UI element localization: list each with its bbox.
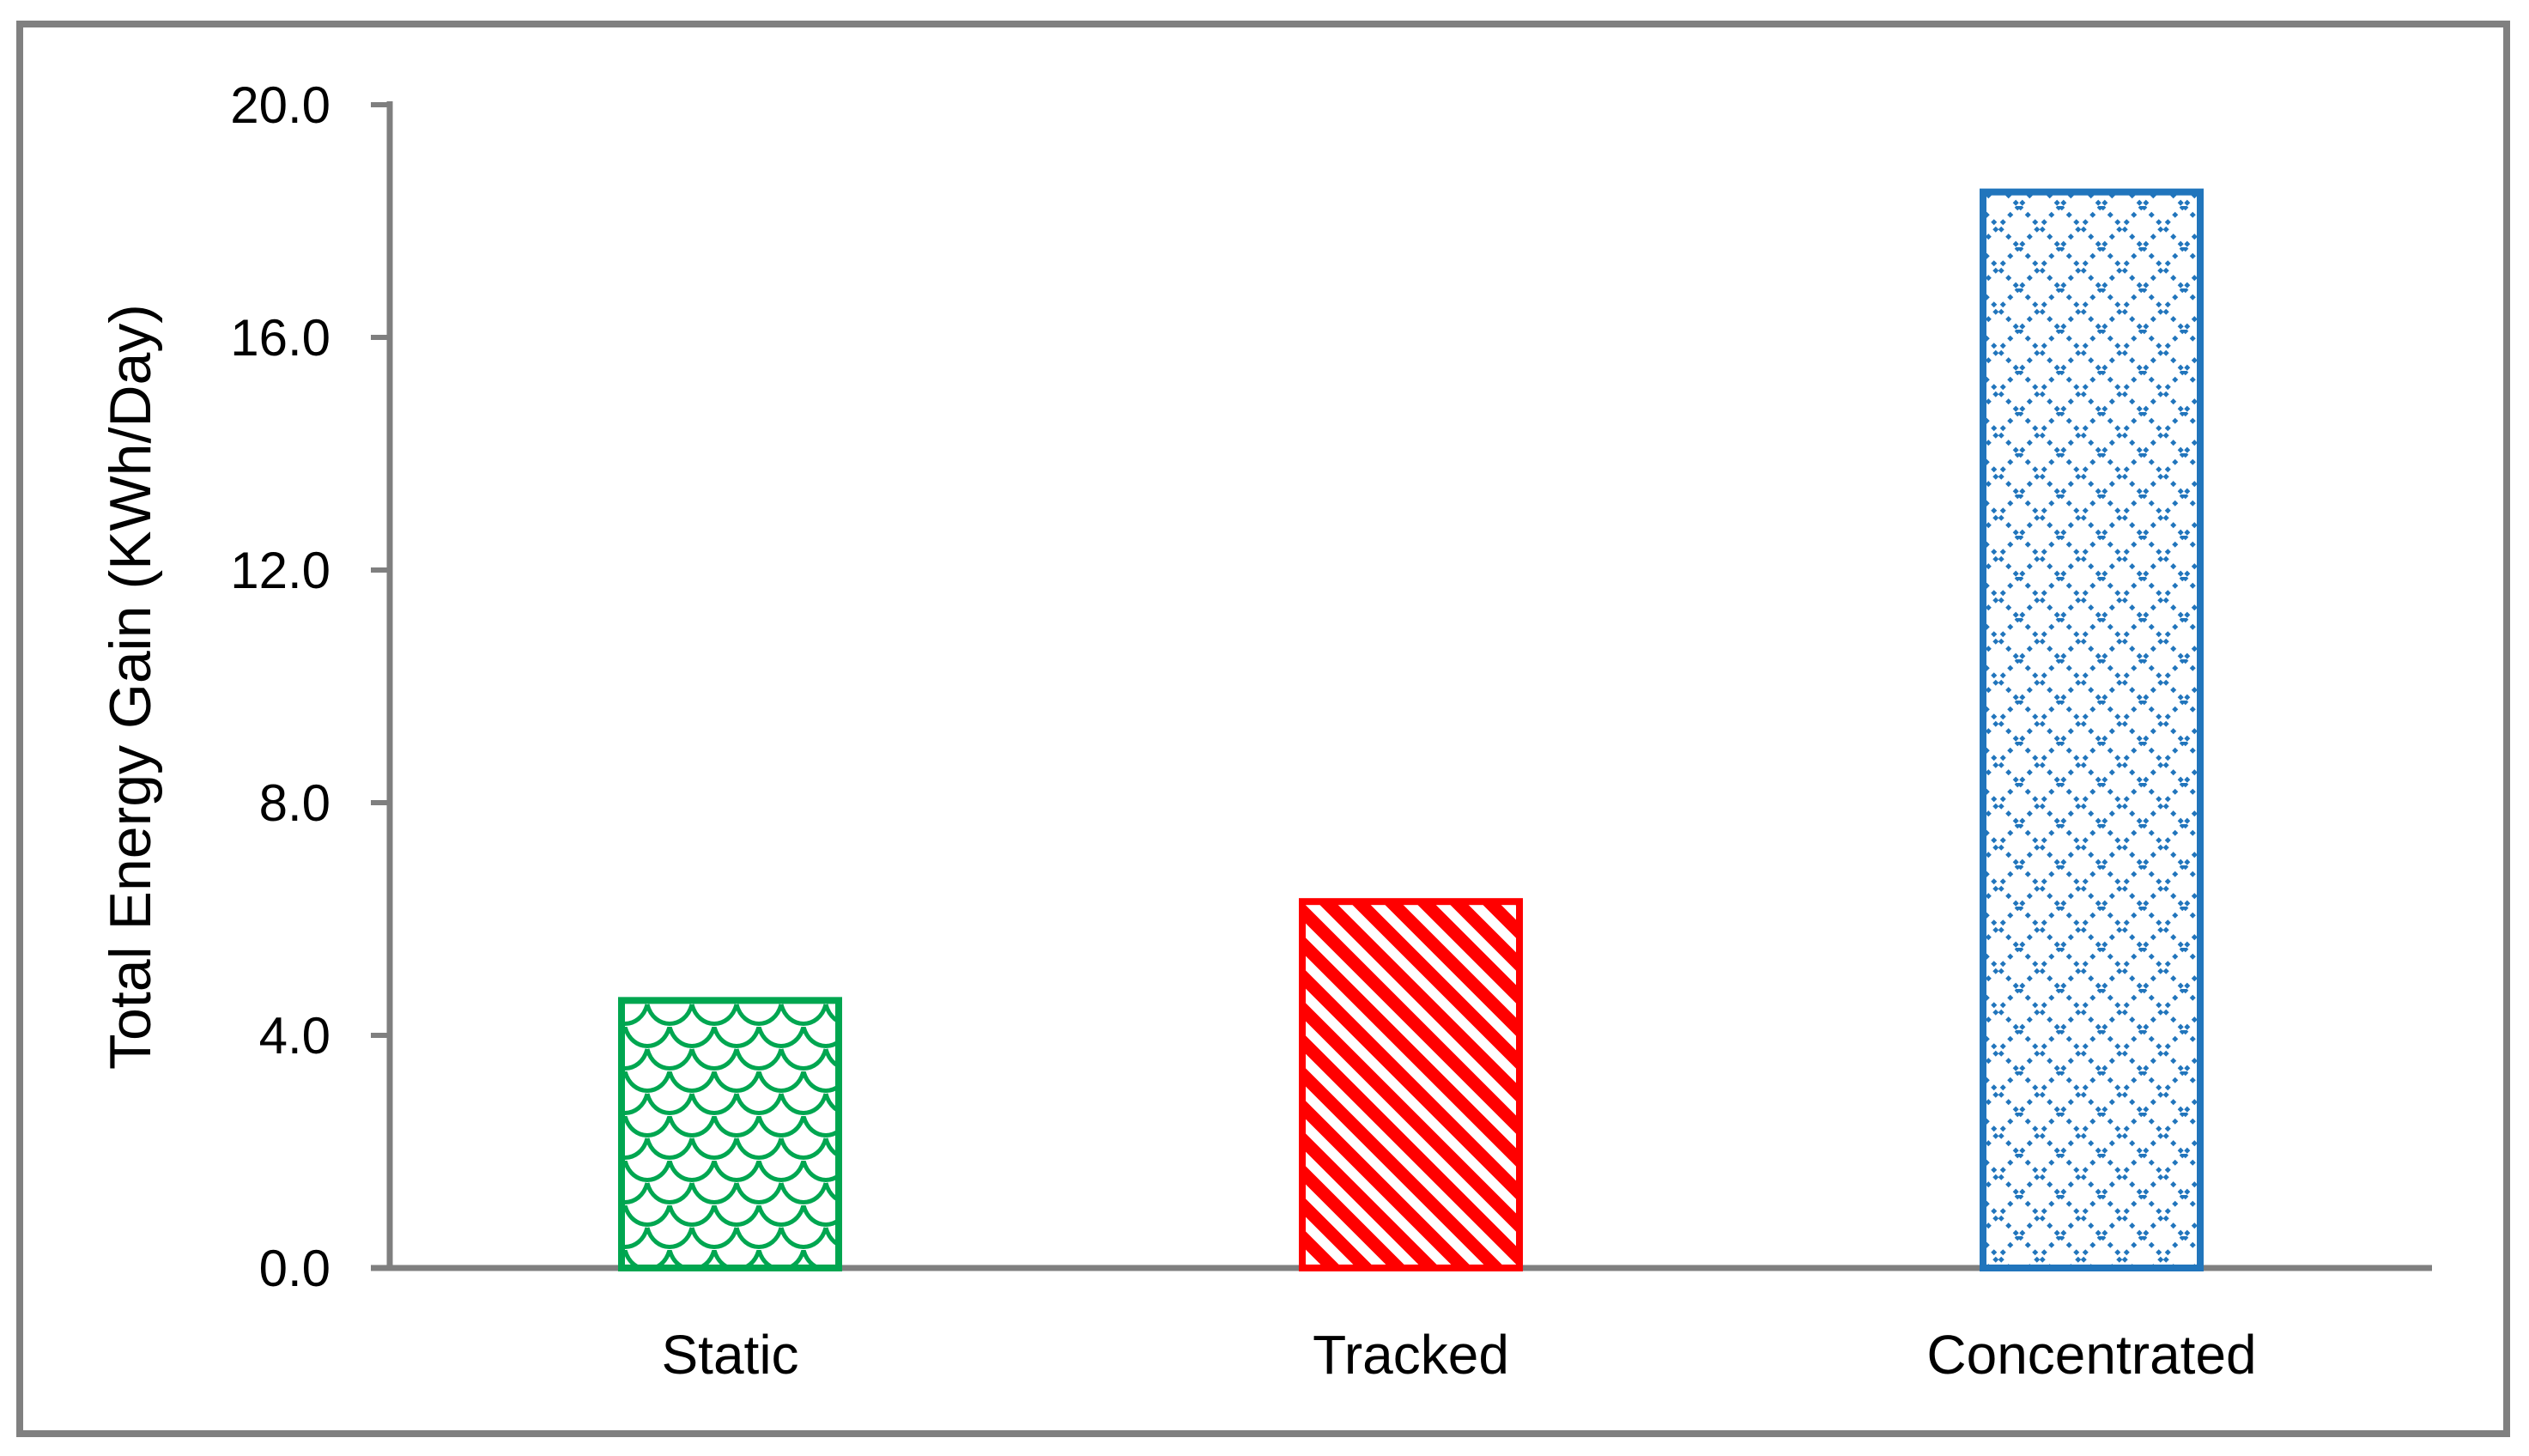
x-label-concentrated: Concentrated xyxy=(1926,1324,2256,1386)
y-tick-label-4.0: 4.0 xyxy=(259,1007,331,1065)
y-tick-label-16.0: 16.0 xyxy=(230,309,331,367)
y-axis: 0.0 4.0 8.0 12.0 16.0 20.0 xyxy=(230,76,2432,1297)
y-tick-label-0.0: 0.0 xyxy=(259,1240,331,1297)
y-axis-title: Total Energy Gain (KWh/Day) xyxy=(98,304,163,1070)
x-label-tracked: Tracked xyxy=(1313,1324,1509,1386)
bar-concentrated xyxy=(1980,188,2204,1271)
x-label-static: Static xyxy=(661,1324,798,1386)
x-category-labels: Static Tracked Concentrated xyxy=(661,1324,2256,1386)
bars-group xyxy=(618,188,2204,1272)
figure-border xyxy=(16,21,2510,1437)
y-tick-label-20.0: 20.0 xyxy=(230,76,331,134)
bar-tracked xyxy=(1299,898,1523,1272)
y-tick-label-12.0: 12.0 xyxy=(230,542,331,599)
y-tick-label-8.0: 8.0 xyxy=(259,774,331,832)
bar-static xyxy=(618,997,842,1271)
